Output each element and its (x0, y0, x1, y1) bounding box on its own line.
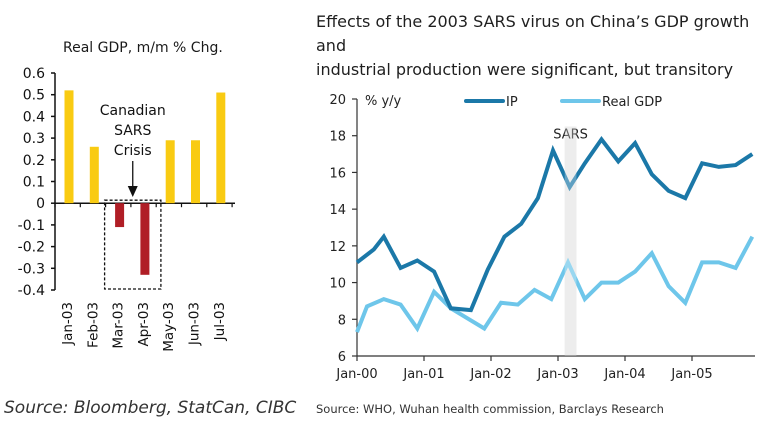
y-tick-label: 0.4 (23, 109, 45, 125)
x-tick-label: Jan-01 (402, 367, 444, 382)
annotation-text-line: Crisis (114, 143, 152, 159)
sars-shaded-band (564, 126, 577, 357)
bar-mar-03 (115, 203, 125, 228)
y-tick-label: 0 (36, 196, 45, 212)
annotation-text-line: Canadian (100, 103, 166, 119)
y-tick-label: 0.5 (23, 88, 45, 104)
y-tick-label: 16 (329, 166, 346, 181)
left-chart-title: Real GDP, m/m % Chg. (63, 40, 223, 56)
y-tick-label: 20 (329, 93, 346, 108)
x-tick-label: Jan-05 (670, 367, 712, 382)
series-line-real-gdp (355, 235, 755, 333)
right-chart-title: Effects of the 2003 SARS virus on China’… (316, 10, 776, 82)
y-axis-unit-label: % y/y (365, 94, 402, 109)
x-tick-label: May-03 (161, 302, 177, 352)
legend-ip-label: IP (506, 95, 518, 110)
y-tick-label: -0.4 (18, 283, 45, 299)
sars-highlight-box (103, 199, 162, 290)
legend-real-gdp-label: Real GDP (602, 95, 662, 110)
x-tick-label: Jan-03 (536, 367, 578, 382)
x-tick-label: Jan-00 (335, 367, 377, 382)
y-tick-label: -0.1 (18, 218, 45, 234)
y-tick-label: 0.3 (23, 131, 45, 147)
y-tick-label: 6 (338, 350, 346, 365)
x-tick-label: Jan-04 (603, 367, 645, 382)
x-tick-label: Mar-03 (111, 302, 127, 349)
x-tick-label: Jan-02 (469, 367, 511, 382)
right-title-line-1: Effects of the 2003 SARS virus on China’… (316, 12, 750, 55)
y-tick-label: 0.6 (23, 66, 45, 82)
y-tick-label: 8 (338, 313, 346, 328)
x-tick-label: Apr-03 (136, 302, 152, 347)
left-bar-chart: 0.6 0.5 0.4 0.3 0.2 0.1 0 -0.1 -0.2 -0.3 -0.4 Jan-0… (18, 66, 235, 352)
bar-jun-03 (191, 140, 200, 204)
y-tick-label: 0.2 (23, 153, 45, 169)
y-tick-label: -0.3 (18, 261, 45, 277)
sars-label: SARS (553, 128, 588, 143)
right-line-chart: SARS 20 18 16 14 12 10 8 6 Jan-00 Jan-01 Jan-02 Jan-… (329, 93, 755, 382)
annotation-text-line: SARS (114, 123, 151, 139)
bar-jul-03 (216, 92, 226, 204)
left-chart-source: Source: Bloomberg, StatCan, CIBC (4, 398, 297, 418)
y-tick-label: 14 (329, 203, 346, 218)
bar-feb-03 (89, 146, 99, 204)
y-tick-label: -0.2 (18, 240, 45, 256)
y-tick-label: 18 (329, 130, 346, 145)
bar-may-03 (165, 140, 175, 204)
y-tick-label: 12 (329, 240, 346, 255)
y-tick-label: 10 (329, 277, 346, 292)
right-chart-source: Source: WHO, Wuhan health commission, Ba… (316, 402, 664, 416)
sars-band-overlay (564, 126, 577, 357)
x-tick-label: Jul-03 (212, 302, 228, 341)
right-title-line-2: industrial production were significant, … (316, 60, 734, 79)
annotation-arrow-head (127, 186, 138, 197)
bar-apr-03 (140, 203, 150, 275)
x-tick-label: Jan-03 (60, 302, 76, 346)
x-tick-label: Jun-03 (187, 302, 203, 346)
x-tick-label: Feb-03 (85, 302, 101, 348)
bar-jan-03 (64, 90, 74, 204)
y-tick-label: 0.1 (23, 175, 45, 191)
